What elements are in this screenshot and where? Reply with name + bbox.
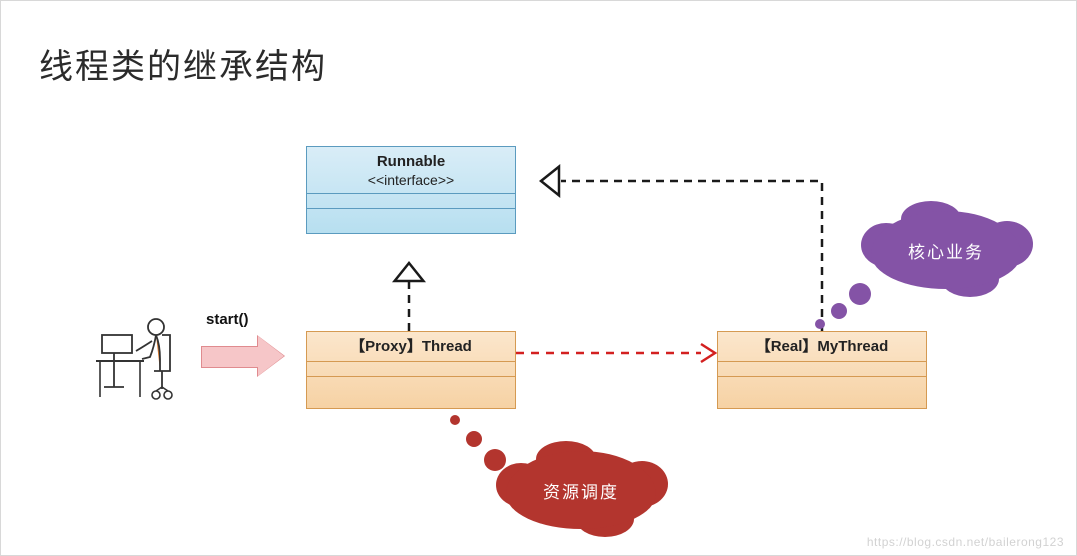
node-proxy-thread: 【Proxy】Thread [306, 331, 516, 409]
node-head: 【Real】MyThread [718, 332, 926, 362]
node-runnable: Runnable <<interface>> [306, 146, 516, 234]
node-mid [307, 194, 515, 209]
node-real-mythread: 【Real】MyThread [717, 331, 927, 409]
watermark: https://blog.csdn.net/bailerong123 [867, 535, 1064, 549]
thought-cloud-core: 核心业务 [871, 211, 1021, 289]
node-label: 【Real】MyThread [722, 338, 922, 357]
node-mid [307, 362, 515, 377]
diagram-title: 线程类的继承结构 [39, 39, 327, 88]
node-stereotype: <<interface>> [311, 172, 511, 190]
node-bot [307, 209, 515, 223]
node-label: 【Proxy】Thread [311, 338, 511, 357]
start-label: start() [206, 311, 249, 328]
actor-user [96, 301, 206, 416]
cloud-text: 核心业务 [871, 211, 1021, 289]
node-bot [307, 377, 515, 391]
node-head: 【Proxy】Thread [307, 332, 515, 362]
node-mid [718, 362, 926, 377]
diagram-canvas: 线程类的继承结构 Runnable <<interface>> 【Proxy】T… [0, 0, 1077, 556]
cloud-text: 资源调度 [506, 451, 656, 529]
thought-cloud-sched: 资源调度 [506, 451, 656, 529]
node-label: Runnable [311, 153, 511, 172]
node-bot [718, 377, 926, 391]
node-head: Runnable <<interface>> [307, 147, 515, 194]
